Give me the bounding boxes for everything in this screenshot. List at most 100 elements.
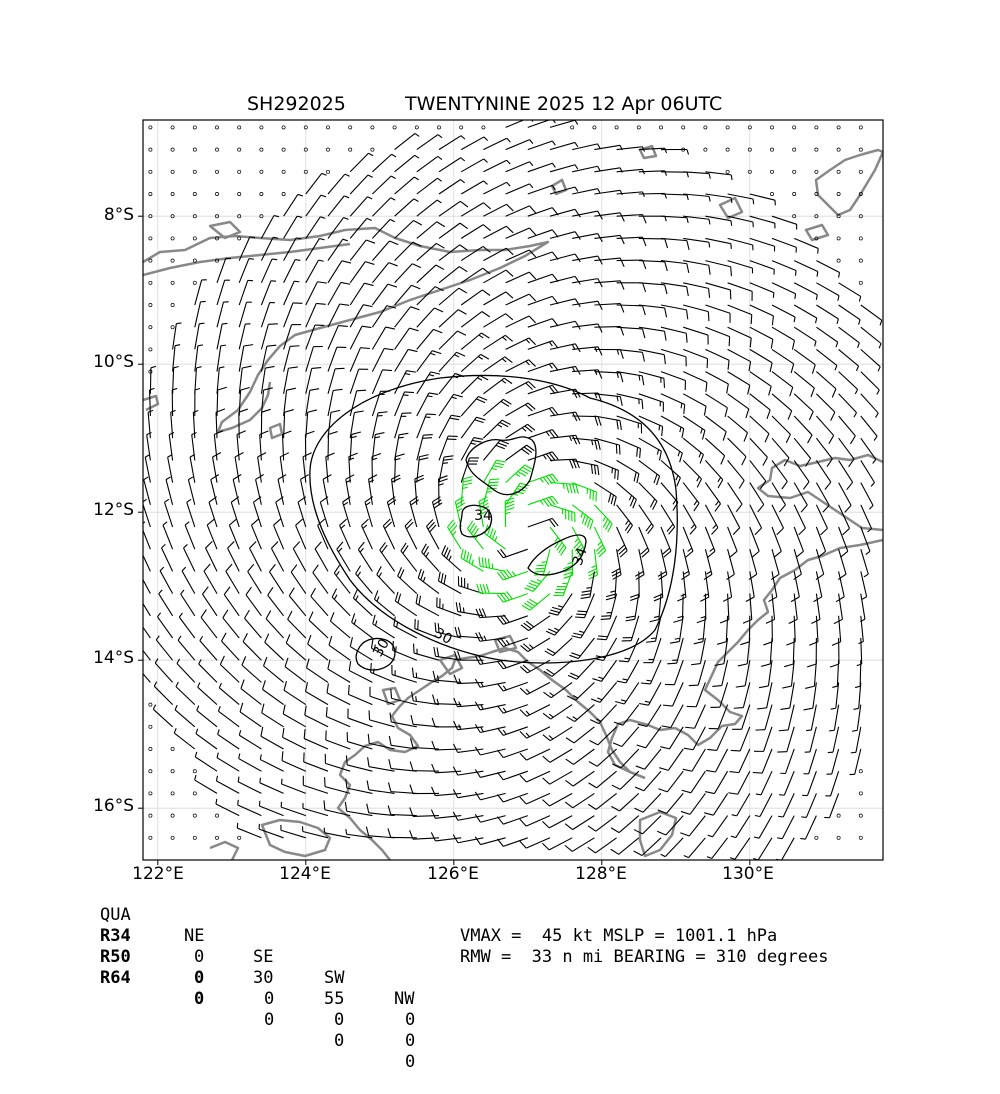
wind-barb bbox=[634, 816, 661, 834]
wind-barb bbox=[326, 730, 350, 749]
contour-34kt-outer bbox=[310, 375, 677, 662]
wind-barb bbox=[280, 453, 289, 483]
wind-barb bbox=[728, 771, 749, 794]
calm-marker bbox=[193, 792, 196, 795]
wind-barb bbox=[861, 349, 880, 371]
wind-barb bbox=[705, 394, 727, 417]
wind-barb bbox=[401, 543, 417, 571]
contour-label-34-right: 34 bbox=[570, 545, 591, 567]
wind-barb bbox=[772, 327, 794, 349]
wind-barb bbox=[362, 519, 373, 549]
wind-barb bbox=[683, 416, 705, 439]
wind-barb bbox=[264, 657, 284, 682]
wind-barb bbox=[475, 702, 505, 710]
calm-marker bbox=[215, 170, 218, 173]
wind-barb bbox=[778, 793, 794, 817]
wind-barb bbox=[328, 326, 348, 350]
wind-barb bbox=[395, 155, 419, 172]
wind-barb bbox=[238, 777, 261, 794]
calm-marker bbox=[815, 126, 818, 129]
wind-barb bbox=[328, 660, 350, 683]
wind-barb bbox=[374, 590, 394, 615]
wind-barb bbox=[650, 594, 661, 622]
wind-barb bbox=[417, 156, 442, 171]
calm-marker bbox=[793, 126, 796, 129]
wind-barb bbox=[772, 349, 794, 373]
calm-marker bbox=[637, 126, 640, 129]
r50-ne: 0 bbox=[194, 968, 204, 989]
row-label-r64: R64 bbox=[100, 968, 131, 989]
wind-barb bbox=[617, 305, 646, 315]
wind-barb bbox=[243, 633, 261, 660]
calm-marker bbox=[193, 148, 196, 151]
calm-marker bbox=[326, 148, 329, 151]
wind-barb bbox=[750, 349, 772, 372]
wind-barb bbox=[639, 416, 663, 436]
wind-barb bbox=[590, 705, 616, 724]
axis-ticks bbox=[138, 216, 750, 865]
wind-barb bbox=[461, 549, 483, 572]
calm-marker bbox=[615, 126, 618, 129]
wind-barb bbox=[594, 505, 612, 532]
calm-marker bbox=[815, 170, 818, 173]
y-tick-16s: 16°S bbox=[74, 796, 134, 816]
wind-barb bbox=[506, 445, 535, 460]
wind-barb bbox=[659, 749, 683, 770]
calm-marker bbox=[726, 170, 729, 173]
wind-barb bbox=[731, 727, 750, 751]
wind-barb bbox=[772, 261, 796, 276]
wind-barb bbox=[417, 351, 441, 372]
calm-marker bbox=[149, 259, 152, 262]
wind-barb bbox=[658, 771, 683, 792]
wind-barb bbox=[483, 420, 510, 438]
wind-barb bbox=[133, 658, 150, 682]
wind-barb bbox=[263, 680, 284, 704]
calm-marker bbox=[171, 814, 174, 817]
calm-marker bbox=[193, 170, 196, 173]
wind-barb bbox=[839, 305, 860, 325]
wind-barb bbox=[328, 174, 350, 194]
wind-barb bbox=[729, 749, 749, 773]
wind-barb bbox=[661, 416, 684, 438]
calm-marker bbox=[149, 703, 152, 706]
calm-marker bbox=[437, 126, 440, 129]
calm-marker bbox=[171, 148, 174, 151]
wind-barb bbox=[372, 241, 398, 261]
calm-marker bbox=[859, 814, 862, 817]
wind-barb bbox=[708, 816, 728, 837]
wind-barb bbox=[635, 771, 661, 791]
wind-barb bbox=[284, 194, 303, 216]
wind-barb bbox=[372, 284, 397, 305]
wind-barb bbox=[681, 793, 705, 814]
wind-barb bbox=[328, 282, 350, 305]
wind-barb bbox=[756, 771, 772, 795]
wind-barb bbox=[483, 440, 508, 460]
wind-barb bbox=[639, 483, 657, 510]
calm-marker bbox=[149, 148, 152, 151]
calm-marker bbox=[238, 836, 241, 839]
wind-barb bbox=[177, 659, 195, 682]
calm-marker bbox=[837, 126, 840, 129]
wind-barb bbox=[157, 613, 172, 638]
wind-barb bbox=[350, 283, 373, 305]
wind-barb bbox=[261, 237, 278, 260]
calm-marker bbox=[149, 192, 152, 195]
calm-marker bbox=[149, 326, 152, 329]
wind-barb bbox=[794, 372, 814, 397]
wind-barb bbox=[606, 571, 617, 599]
wind-barb bbox=[439, 331, 466, 349]
wind-barb bbox=[417, 329, 442, 349]
wind-barb bbox=[371, 663, 395, 682]
wind-barb bbox=[327, 683, 350, 704]
wind-barb bbox=[160, 567, 173, 594]
wind-barb bbox=[506, 360, 536, 372]
wind-barb bbox=[707, 838, 728, 859]
calm-marker bbox=[149, 792, 152, 795]
wind-barb bbox=[777, 816, 794, 839]
wind-barb bbox=[861, 416, 877, 441]
calm-marker bbox=[149, 836, 152, 839]
y-tick-12s: 12°S bbox=[74, 500, 134, 520]
wind-barb bbox=[475, 679, 505, 687]
wind-barb bbox=[395, 220, 422, 238]
wind-barb bbox=[383, 519, 394, 549]
